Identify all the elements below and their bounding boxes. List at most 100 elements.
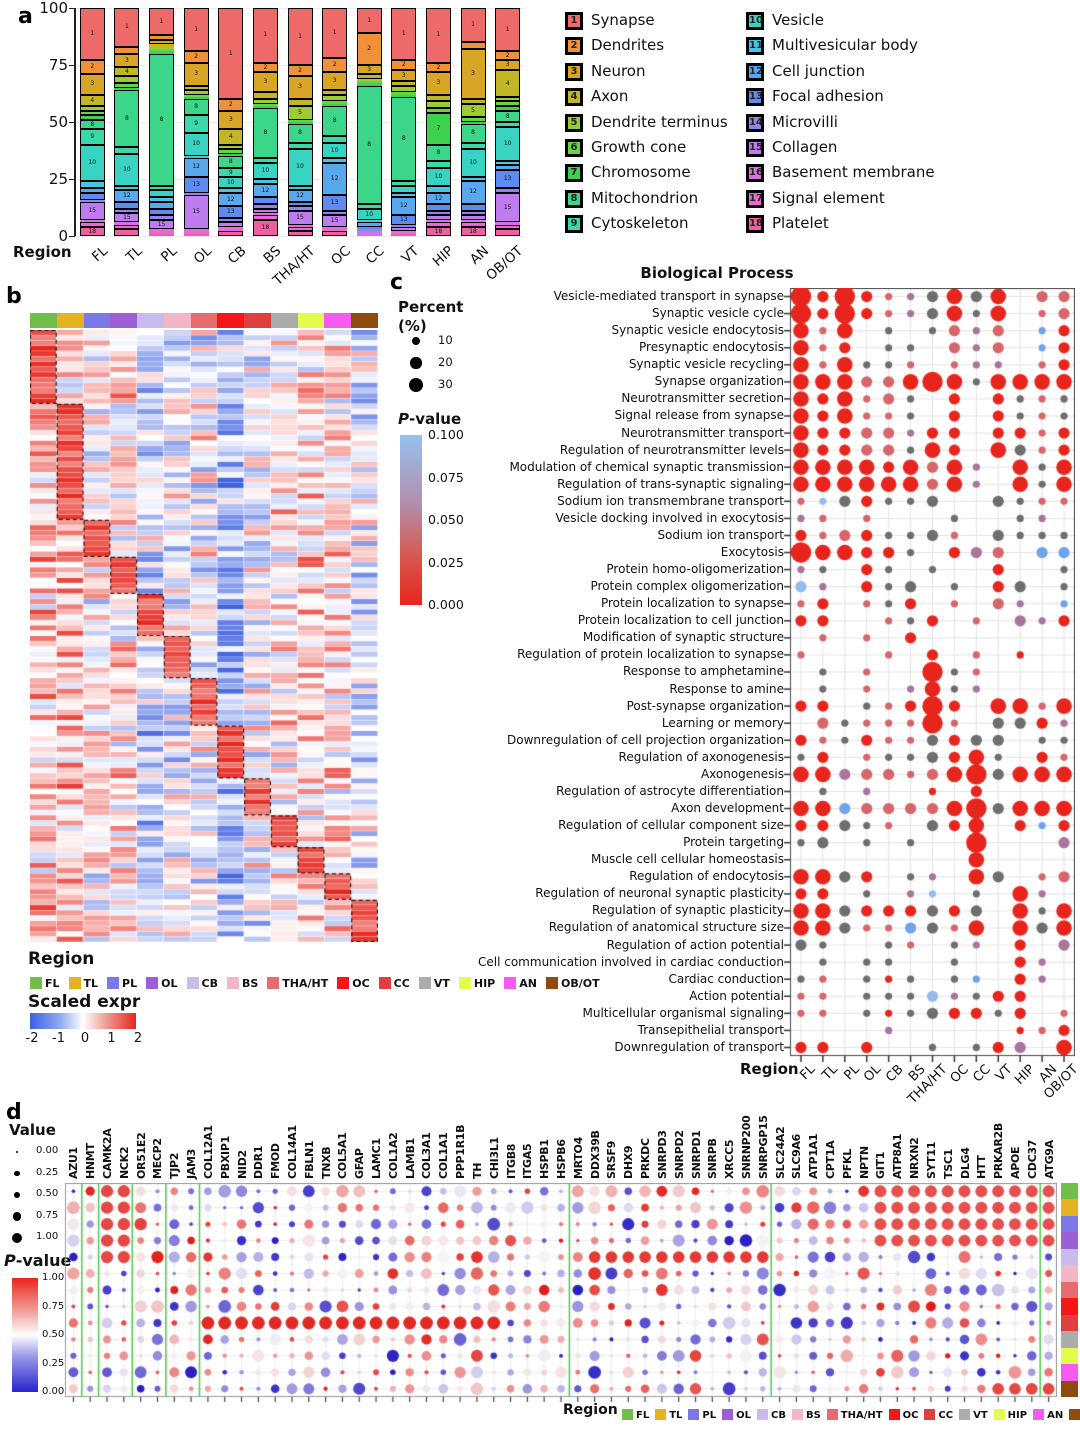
bar-segment: [287, 226, 313, 232]
bar-segment: 18: [460, 226, 486, 236]
gene-label: CHI3L1: [487, 1137, 501, 1179]
legend-item-label: Axon: [591, 87, 629, 106]
region-legend-item: OB/OT: [545, 977, 600, 990]
pvalue-p-italic: P: [4, 1251, 16, 1270]
bar-segment: [79, 106, 105, 111]
bar-segment: [460, 215, 486, 221]
bar-segment: 1: [287, 8, 313, 65]
panel-c-x-label: PL: [841, 1062, 863, 1084]
panel-d-row-annotation: [1061, 1364, 1078, 1382]
go-term-row-label: Protein localization to cell junction: [577, 613, 784, 628]
bar-segment: 12: [252, 183, 278, 198]
legend-item-label: Vesicle: [772, 11, 824, 29]
bar-segment-number: 1: [228, 50, 233, 57]
bar-segment: 2: [425, 62, 451, 72]
bar-segment: 2: [495, 51, 521, 61]
bar-segment: 10: [322, 142, 348, 159]
panel-c-axis-label: Region: [740, 1060, 799, 1078]
scale-tick-label: 1: [107, 1031, 116, 1046]
bar-segment: [149, 231, 175, 234]
bar-segment-number: 8: [401, 134, 406, 142]
bar-segment: [79, 110, 105, 116]
bar-segment: 1: [79, 8, 105, 61]
region-swatch: [622, 1409, 633, 1420]
bar-segment-number: 2: [263, 63, 268, 71]
gene-label: PPP1R1B: [454, 1124, 468, 1179]
bar-segment-number: 3: [401, 71, 406, 79]
panel-d-pvalue-colorbar: [12, 1278, 38, 1392]
legend-color-box-13: 13: [746, 88, 764, 107]
region-swatch: [722, 1409, 734, 1420]
bar-segment: 15: [149, 220, 175, 230]
bar-segment: [183, 233, 209, 236]
bar-segment: [425, 210, 451, 216]
bar-segment: [79, 222, 105, 227]
bar-segment-number: 1: [436, 31, 441, 38]
bar-segment-number: 10: [261, 167, 270, 175]
bar-segment: [252, 158, 278, 164]
panel-c-x-label: FL: [797, 1062, 819, 1084]
bar-segment: [79, 192, 105, 200]
region-legend-item: HIP: [993, 1409, 1027, 1421]
legend-color-box-5: 5: [565, 113, 583, 132]
bar-segment-number: 8: [125, 115, 129, 123]
bar-segment: [149, 215, 175, 221]
bar-segment: 1: [252, 8, 278, 63]
region-swatch: [186, 977, 199, 989]
panel-d-row-annotation: [1061, 1215, 1078, 1233]
panel-c-dotplot-canvas: [782, 288, 1075, 1064]
gene-label: PRKDC: [639, 1138, 653, 1179]
bar-segment: [149, 39, 175, 45]
region-swatch: [418, 977, 431, 989]
bar-segment: [322, 103, 348, 107]
gene-label: SNRPD1: [689, 1130, 703, 1179]
bar-segment: 1: [183, 8, 209, 52]
bar-x-label: HIP: [429, 243, 458, 270]
bar-segment-number: 15: [503, 203, 512, 211]
panel-c-x-label: CB: [882, 1062, 907, 1086]
bar-segment: 8: [391, 96, 417, 182]
bar-segment-number: 1: [505, 26, 510, 33]
bar-segment: [495, 96, 521, 102]
region-swatch: [791, 1409, 803, 1420]
bar-segment-number: 4: [505, 79, 510, 87]
panel-d-row-annotation: [1061, 1314, 1078, 1332]
bar-segment: [495, 160, 521, 166]
bar-segment: [149, 197, 175, 202]
region-legend-item: CC: [924, 1409, 953, 1421]
legend-item-label: Microvilli: [772, 112, 838, 131]
panel-c-x-label: OC: [947, 1062, 973, 1087]
bar-segment: [287, 185, 313, 191]
region-swatch: [504, 977, 517, 989]
value-legend-label: 0.00: [36, 1145, 59, 1156]
bar-segment: [495, 106, 521, 111]
bar-segment: [460, 122, 486, 125]
bar-segment: [149, 46, 175, 50]
region-swatch: [756, 1409, 768, 1420]
panel-d-row-annotation: [1061, 1265, 1078, 1283]
bar-segment: [356, 222, 382, 227]
gene-label: SNRPB: [706, 1138, 720, 1179]
y-tick-label: 50: [48, 113, 68, 131]
bar-segment: [252, 106, 278, 109]
bar-segment: 10: [218, 176, 244, 189]
value-legend-label: 0.50: [36, 1188, 59, 1199]
legend-item-label: Cell junction: [772, 61, 865, 80]
bar-segment: 10: [287, 149, 313, 186]
go-term-row-label: Regulation of neurotransmitter levels: [559, 442, 784, 457]
bar-segment-number: 10: [469, 159, 477, 167]
bar-segment-number: 3: [90, 80, 95, 88]
bar-segment: 12: [287, 190, 313, 202]
bar-segment: [218, 229, 244, 232]
bar-segment: [356, 78, 382, 81]
gene-label: LAMB1: [403, 1137, 417, 1179]
region-swatch: [826, 1409, 838, 1420]
bar-segment: [252, 179, 278, 184]
bar-segment: [149, 35, 175, 40]
bar-segment: [322, 94, 348, 102]
bar-segment: [460, 142, 486, 150]
bar-segment: 1: [425, 8, 451, 63]
bar-x-label: OC: [327, 243, 354, 269]
bar-segment: 3: [79, 74, 105, 95]
bar-segment-number: 13: [400, 216, 408, 224]
